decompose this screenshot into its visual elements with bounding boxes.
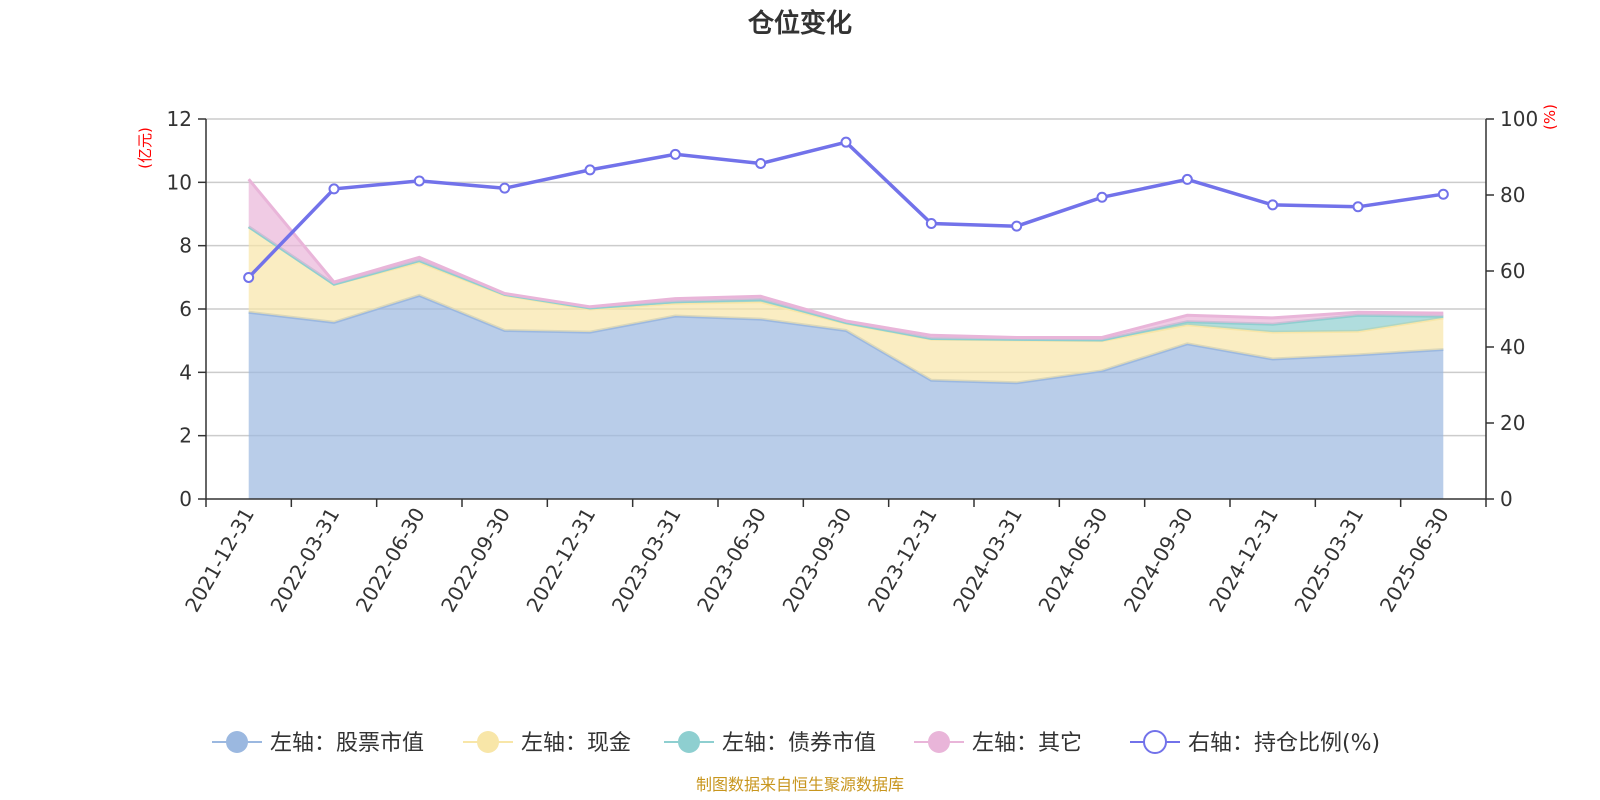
x-tick-label: 2022-03-31 [265, 504, 344, 617]
left-tick-label: 12 [167, 107, 192, 131]
legend-label: 左轴：其它 [972, 731, 1082, 756]
legend-item: 左轴：现金 [463, 731, 631, 756]
ratio-point [243, 271, 255, 283]
chart-title: 仓位变化 [747, 8, 852, 39]
legend-label: 左轴：现金 [521, 731, 631, 756]
right-tick-label: 20 [1500, 411, 1525, 435]
right-tick-label: 100 [1500, 107, 1538, 131]
ratio-point [1011, 220, 1023, 232]
x-tick-label: 2024-03-31 [948, 504, 1027, 617]
legend-item: 左轴：债券市值 [664, 731, 876, 756]
legend-marker [928, 731, 950, 753]
x-tick-label: 2024-12-31 [1204, 504, 1283, 617]
left-axis-unit: (亿元) [136, 127, 154, 169]
left-tick-label: 4 [179, 360, 192, 384]
left-tick-label: 2 [179, 424, 192, 448]
left-tick-label: 0 [179, 487, 192, 511]
ratio-point [840, 136, 852, 148]
x-tick-label: 2023-12-31 [863, 504, 942, 617]
legend-item: 左轴：股票市值 [212, 731, 424, 756]
left-tick-label: 10 [167, 170, 192, 194]
legend-item: 右轴：持仓比例(%) [1130, 730, 1380, 756]
left-tick-label: 6 [179, 297, 192, 321]
legend-marker [678, 731, 700, 753]
x-tick-label: 2021-12-31 [180, 504, 259, 617]
ratio-line [247, 140, 1444, 279]
x-tick-label: 2022-06-30 [351, 504, 430, 617]
left-tick-label: 8 [179, 234, 192, 258]
area-2 [248, 226, 1444, 383]
x-tick-label: 2023-06-30 [692, 504, 771, 617]
x-tick-label: 2023-09-30 [777, 504, 856, 617]
area-3 [248, 226, 1444, 341]
ratio-point [584, 164, 596, 176]
ratio-point [1267, 199, 1279, 211]
source-note: 制图数据来自恒生聚源数据库 [696, 775, 904, 794]
area-1 [248, 295, 1444, 499]
x-tick-label: 2023-03-31 [607, 504, 686, 617]
ratio-point [755, 157, 767, 169]
ratio-point [1181, 173, 1193, 185]
ratio-point [328, 183, 340, 195]
legend-label: 左轴：股票市值 [270, 731, 424, 756]
x-tick-label: 2024-06-30 [1033, 504, 1112, 617]
legend: 左轴：股票市值 左轴：现金 左轴：债券市值 左轴：其它 右轴：持仓比例(%) [212, 730, 1380, 756]
x-tick-label: 2022-12-31 [521, 504, 600, 617]
legend-item: 左轴：其它 [914, 731, 1082, 756]
legend-marker [1143, 730, 1167, 754]
ratio-point [925, 218, 937, 229]
ratio-point [1437, 188, 1449, 200]
area-edge-4 [247, 178, 1444, 339]
ratio-point [499, 182, 511, 194]
legend-marker [477, 731, 499, 753]
right-tick-label: 0 [1500, 487, 1513, 511]
x-tick-label: 2025-06-30 [1375, 504, 1454, 617]
stacked-areas [247, 178, 1444, 499]
legend-label: 左轴：债券市值 [722, 731, 876, 756]
ratio-point [413, 175, 425, 187]
x-tick-label: 2022-09-30 [436, 504, 515, 617]
ratio-line-series [243, 136, 1449, 283]
ratio-point [1096, 191, 1108, 203]
legend-marker [226, 731, 248, 753]
ratio-point [1352, 201, 1364, 213]
legend-label: 右轴：持仓比例(%) [1188, 731, 1380, 756]
right-tick-label: 80 [1500, 183, 1525, 207]
x-tick-label: 2025-03-31 [1289, 504, 1368, 617]
ratio-point [669, 148, 681, 160]
right-axis-unit: (%) [1541, 104, 1559, 130]
x-tick-label: 2024-09-30 [1119, 504, 1198, 617]
right-tick-label: 60 [1500, 259, 1525, 283]
right-tick-label: 40 [1500, 335, 1525, 359]
